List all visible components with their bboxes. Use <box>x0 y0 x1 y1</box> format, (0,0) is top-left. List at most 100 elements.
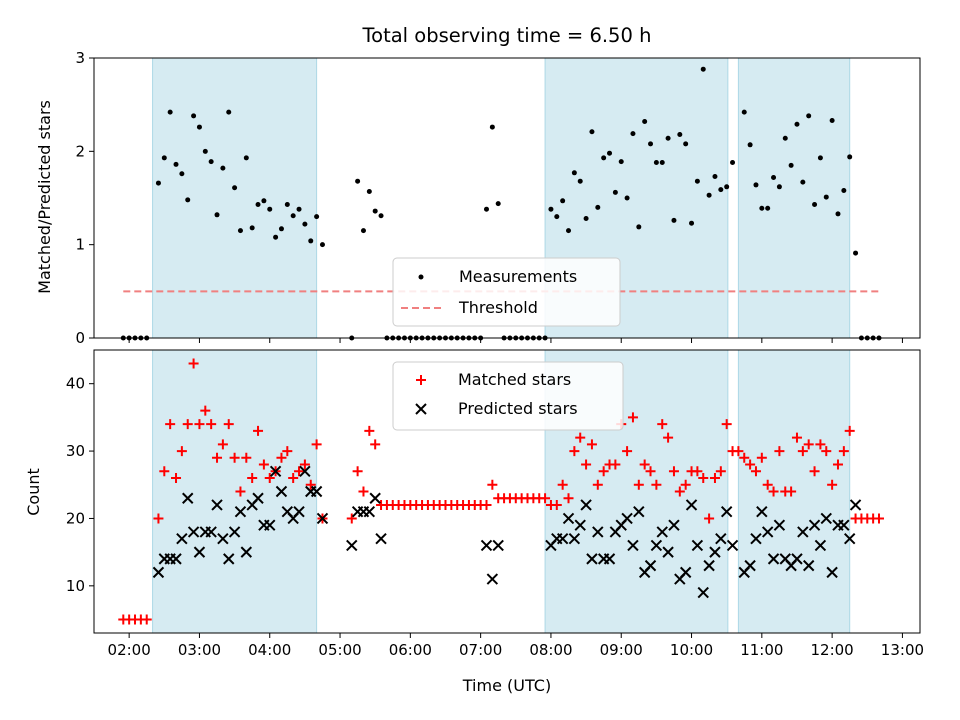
measurement-point <box>483 206 489 212</box>
measurement-point <box>853 250 859 256</box>
measurement-point <box>730 160 736 166</box>
matched-star-point <box>739 452 750 463</box>
matched-star-point <box>592 479 603 490</box>
measurement-point <box>255 202 261 208</box>
measurement-point <box>284 202 290 208</box>
matched-star-point <box>551 499 562 510</box>
measurement-point <box>167 109 173 115</box>
measurement-point <box>232 185 238 191</box>
matched-star-point <box>299 459 310 470</box>
predicted-star-point <box>170 553 182 565</box>
predicted-star-point <box>187 526 200 538</box>
measurement-point <box>741 109 747 115</box>
matched-star-point <box>253 425 264 436</box>
matched-star-point <box>235 486 246 497</box>
matched-star-point <box>709 473 720 484</box>
measurement-point <box>489 124 495 130</box>
matched-star-point <box>692 466 703 477</box>
matched-star-point <box>370 439 381 450</box>
matched-star-point <box>838 446 849 457</box>
matched-star-point <box>633 479 644 490</box>
measurement-point <box>237 228 243 234</box>
top-y-tick-label: 1 <box>75 236 85 254</box>
measurement-point <box>360 228 366 234</box>
bottom-y-tick-label: 30 <box>66 442 85 460</box>
shaded-interval <box>152 349 318 634</box>
measurement-point <box>653 160 659 166</box>
legend-matched-label: Matched stars <box>458 370 571 389</box>
measurement-point <box>607 150 613 156</box>
matched-star-point <box>715 466 726 477</box>
measurement-point <box>196 124 202 130</box>
matched-star-point <box>721 419 732 430</box>
matched-star-point <box>182 419 193 430</box>
predicted-star-point <box>299 465 311 477</box>
matched-star-point <box>844 425 855 436</box>
matched-star-point <box>241 452 252 463</box>
matched-star-point <box>212 452 223 463</box>
predicted-star-point <box>797 526 809 538</box>
matched-star-point <box>627 412 638 423</box>
top-y-axis-label: Matched/Predicted stars <box>35 100 54 294</box>
matched-star-point <box>346 513 357 524</box>
predicted-star-point <box>580 499 592 511</box>
predicted-star-point <box>697 586 709 599</box>
predicted-star-point <box>849 499 862 511</box>
predicted-star-point <box>562 512 575 525</box>
x-tick-label: 08:00 <box>529 641 572 659</box>
measurement-point <box>765 205 771 211</box>
predicted-star-point <box>574 519 586 531</box>
matched-star-point <box>258 459 269 470</box>
matched-star-point <box>815 439 826 450</box>
predicted-star-point <box>568 532 581 545</box>
predicted-star-point <box>603 553 616 565</box>
matched-star-point <box>586 439 597 450</box>
measurement-point <box>683 141 689 147</box>
top-y-tick-label: 2 <box>75 142 85 160</box>
measurement-point <box>243 155 249 161</box>
measurement-point <box>161 155 167 161</box>
matched-star-point <box>575 432 586 443</box>
predicted-star-point <box>656 526 668 538</box>
x-tick-label: 04:00 <box>248 641 291 659</box>
x-tick-label: 07:00 <box>459 641 502 659</box>
measurement-point <box>577 178 583 184</box>
x-tick-label: 10:00 <box>670 641 713 659</box>
matched-star-point <box>639 459 650 470</box>
legend-top: Measurements Threshold <box>392 257 621 327</box>
predicted-star-point <box>363 506 376 518</box>
predicted-star-point <box>492 539 504 552</box>
legend-matched-marker <box>416 375 426 385</box>
measurement-point <box>712 174 718 180</box>
matched-star-point <box>141 614 152 625</box>
matched-star-point <box>809 466 820 477</box>
matched-star-point <box>750 466 761 477</box>
predicted-star-point <box>756 506 768 518</box>
predicted-star-point <box>211 499 223 511</box>
matched-star-point <box>756 452 767 463</box>
predicted-star-point <box>346 539 358 552</box>
measurement-point <box>560 198 566 204</box>
predicted-star-point <box>644 559 657 572</box>
measurement-point <box>308 238 314 244</box>
measurement-point <box>671 217 677 223</box>
matched-star-point <box>171 473 182 484</box>
predicted-star-point <box>814 539 827 552</box>
predicted-star-point <box>310 485 323 498</box>
matched-star-point <box>352 466 363 477</box>
measurement-point <box>677 132 683 138</box>
measurement-point <box>753 182 759 188</box>
predicted-star-point <box>843 532 856 545</box>
bottom-y-tick-label: 10 <box>66 577 85 595</box>
predicted-star-point <box>592 526 604 538</box>
measurement-point <box>173 161 179 167</box>
matched-star-point <box>481 499 492 510</box>
matched-star-point <box>622 446 633 457</box>
legend-top-box <box>392 257 621 327</box>
axes: 0 1 2 3 10 20 30 40 02:00 03:00 04:00 05:00 06:00 07:… <box>66 49 924 659</box>
measurement-point <box>566 228 572 234</box>
matched-star-point <box>768 486 779 497</box>
predicted-star-point <box>744 559 756 572</box>
predicted-star-point <box>586 553 598 565</box>
